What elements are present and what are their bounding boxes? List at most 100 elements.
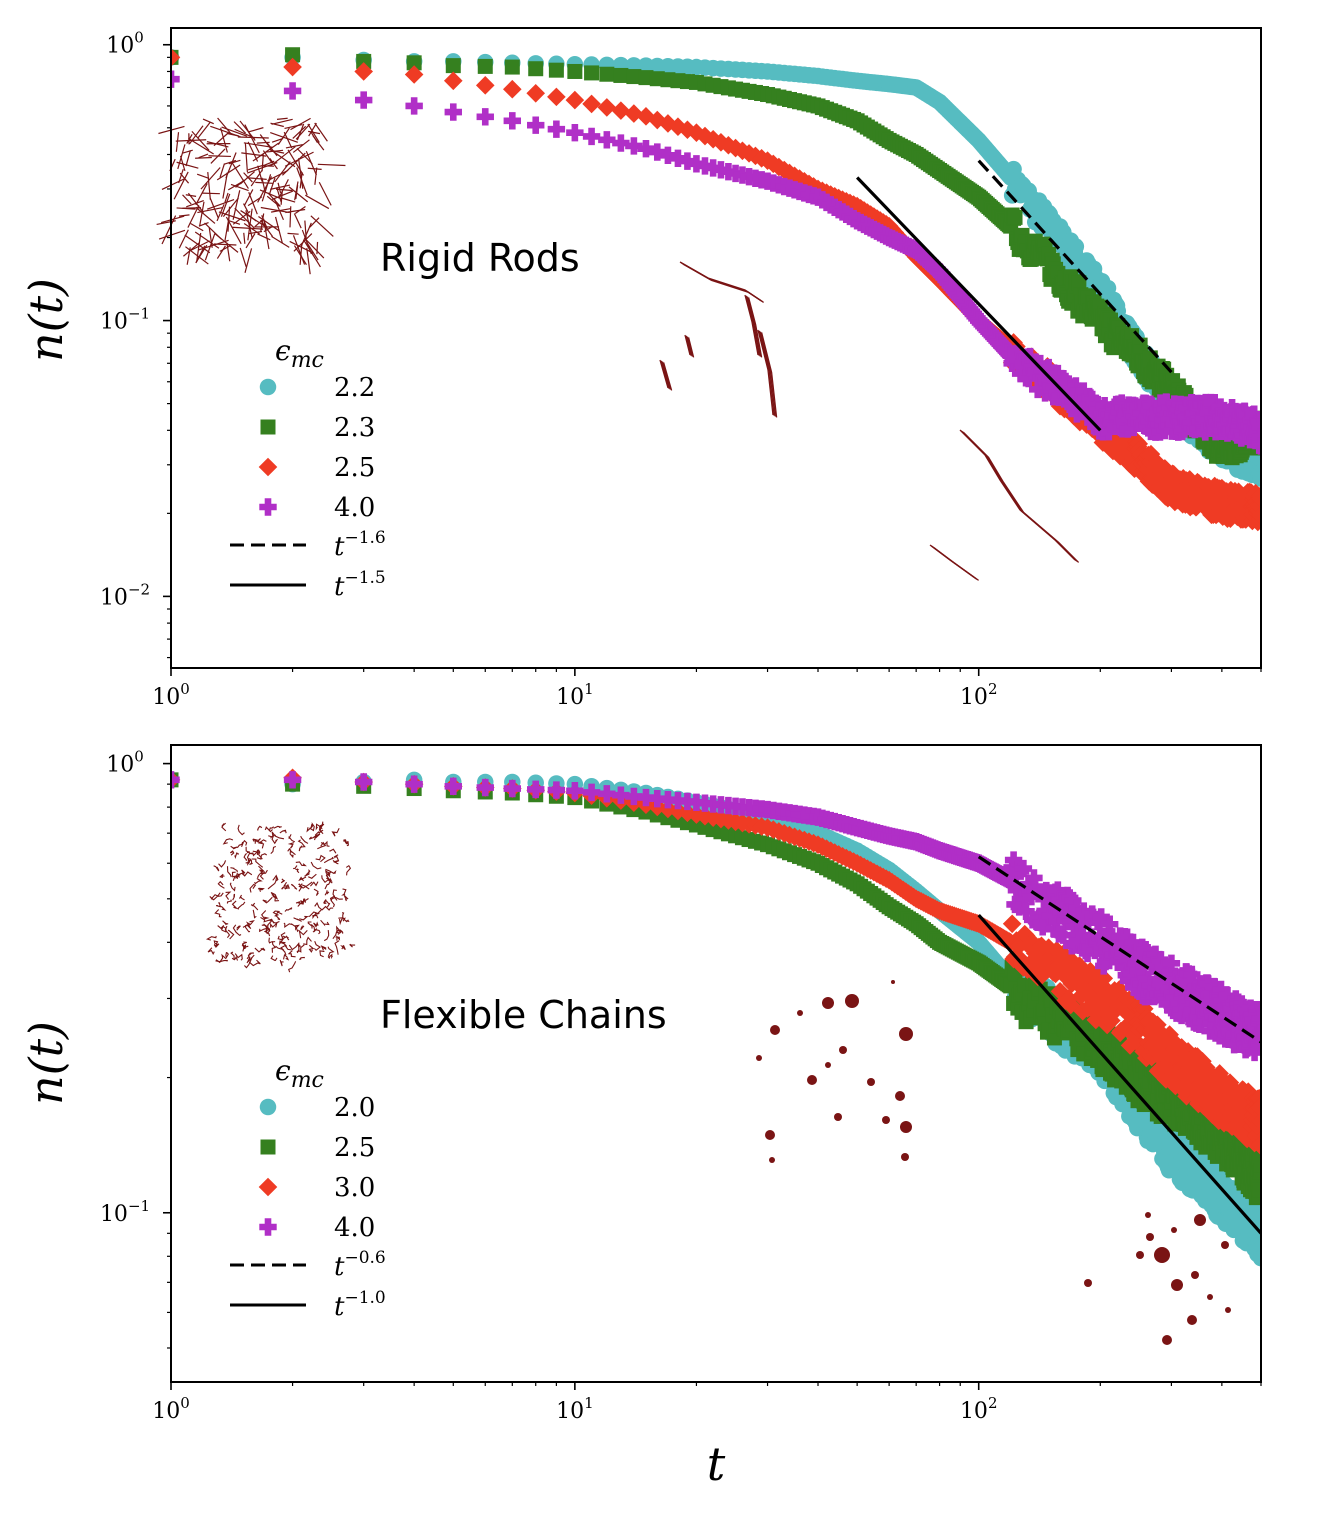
data-point: [567, 63, 583, 79]
data-point: [1004, 851, 1023, 869]
data-point: [1213, 991, 1232, 1010]
data-point: [638, 70, 654, 86]
legend-marker: [259, 1218, 277, 1236]
data-point: [1129, 962, 1147, 980]
data-point: [582, 127, 601, 146]
data-point: [356, 53, 372, 69]
data-point: [1225, 1035, 1243, 1054]
data-point: [445, 58, 461, 74]
data-point: [1251, 506, 1261, 525]
data-point: [502, 79, 522, 99]
data-point: [1025, 869, 1043, 887]
panel-title: Rigid Rods: [380, 236, 580, 280]
data-point: [669, 791, 687, 810]
legend-marker: [258, 457, 278, 477]
data-point: [1033, 918, 1052, 936]
data-point: [171, 771, 180, 789]
snapshot-insets: [156, 117, 1080, 581]
x-tick-label: 102: [960, 1394, 998, 1424]
x-tick-label: 100: [152, 680, 190, 710]
y-tick-label: 100: [106, 29, 144, 59]
data-point: [1054, 926, 1073, 944]
legend-label: t−1.6: [334, 528, 386, 562]
data-point: [1136, 941, 1155, 959]
data-point: [1251, 1038, 1261, 1056]
data-point: [1056, 372, 1075, 391]
data-point: [597, 98, 617, 117]
data-point: [598, 785, 616, 803]
data-point: [406, 55, 422, 71]
data-point: [669, 149, 687, 167]
data-point: [443, 71, 463, 91]
data-point: [1252, 1249, 1261, 1267]
data-point: [658, 114, 678, 133]
legend-label: t−1.0: [334, 1288, 386, 1322]
data-point: [612, 786, 630, 804]
data-point: [1252, 1182, 1261, 1198]
data-point: [283, 57, 302, 77]
rod-bundle-snapshot: [659, 261, 1080, 581]
data-point: [1124, 933, 1142, 952]
data-point: [1196, 423, 1215, 441]
legend-label: 2.5: [334, 453, 375, 483]
data-point: [285, 47, 301, 63]
data-point: [1036, 902, 1054, 920]
x-axis-label: t: [707, 1437, 726, 1491]
legend-label: 2.5: [334, 1133, 375, 1163]
data-point: [503, 779, 521, 798]
chain-network-snapshot: [205, 821, 356, 973]
data-point: [475, 76, 495, 95]
y-tick-label: 10−1: [100, 305, 150, 335]
data-point: [1172, 1006, 1191, 1025]
data-point: [1159, 994, 1178, 1013]
data-point: [1096, 952, 1115, 971]
data-point: [1146, 945, 1165, 964]
data-point: [582, 783, 601, 802]
rod-network-snapshot: [156, 117, 346, 275]
x-tick-label: 100: [152, 1394, 190, 1424]
data-point: [1092, 908, 1110, 926]
data-point: [1183, 965, 1201, 984]
data-point: [678, 792, 697, 811]
data-point: [1041, 907, 1059, 925]
dashed-fit-line: [977, 855, 1261, 1044]
data-point: [659, 146, 677, 164]
legend-label: t−0.6: [334, 1248, 386, 1282]
data-point: [354, 62, 373, 81]
data-point: [1252, 1210, 1261, 1227]
data-point: [1152, 972, 1170, 990]
data-point: [1017, 902, 1035, 921]
data-point: [171, 70, 180, 88]
axis-ticks: 100 101 102 100 10−1: [100, 748, 1262, 1424]
data-point: [476, 778, 494, 797]
data-point: [547, 87, 566, 107]
droplet-snapshot: [756, 980, 1231, 1345]
data-point: [1067, 238, 1085, 255]
data-point: [504, 59, 520, 75]
data-point: [527, 116, 545, 134]
data-point: [1002, 914, 1022, 934]
data-point: [612, 134, 630, 152]
data-point: [1020, 875, 1038, 893]
data-point: [611, 101, 631, 120]
x-tick-label: 101: [556, 680, 594, 710]
data-point: [1212, 980, 1230, 999]
data-point: [678, 120, 697, 140]
data-point: [1007, 209, 1023, 225]
data-point: [1252, 1145, 1261, 1161]
data-point: [548, 62, 564, 78]
data-point: [404, 65, 424, 84]
data-point: [695, 806, 715, 826]
data-point: [1251, 489, 1261, 509]
data-point: [613, 67, 629, 83]
data-point: [726, 138, 745, 158]
legend-label: 4.0: [334, 1213, 375, 1243]
data-point: [1251, 1111, 1261, 1131]
data-point: [637, 788, 655, 807]
data-point: [1252, 463, 1261, 481]
data-point: [1251, 1096, 1261, 1116]
series-4.0: [171, 70, 1261, 455]
data-point: [1100, 915, 1119, 933]
data-point: [678, 152, 697, 170]
